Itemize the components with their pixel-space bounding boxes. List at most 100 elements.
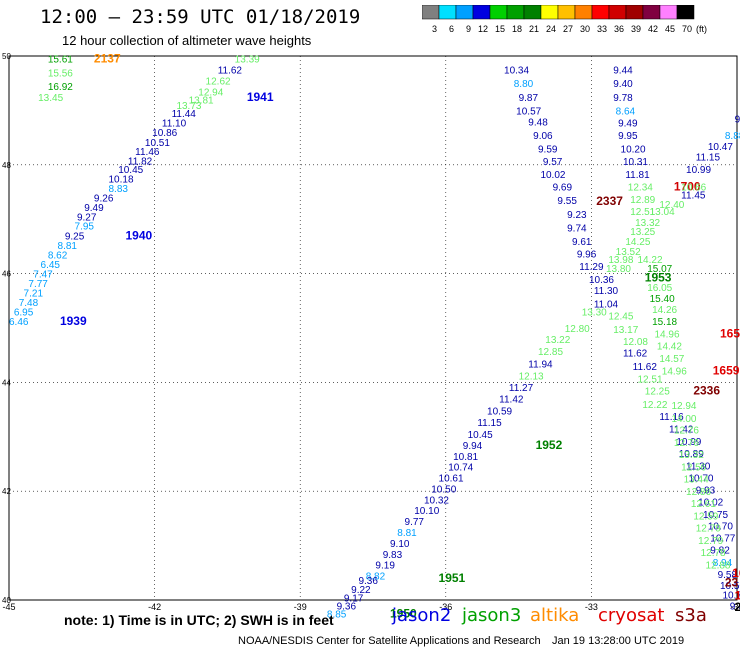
wave-height-label: 9.74 [567,223,587,234]
wave-height-label: 11.42 [499,395,524,406]
wave-height-label: 9.27 [77,212,97,223]
wave-height-label: 12.76 [674,426,699,437]
wave-height-label: 10.66 [681,183,706,194]
wave-height-label: 14.22 [638,255,663,266]
wave-height-label: 9.57 [543,157,563,168]
wave-height-label: 12.22 [642,400,667,411]
wave-height-label: 8.64 [616,106,636,117]
page-subtitle: 12 hour collection of altimeter wave hei… [62,33,312,48]
wave-height-label: 12.56 [681,463,706,474]
wave-height-label: 11.62 [633,362,658,373]
wave-height-label: 13.45 [38,93,63,104]
wave-height-label: 10.59 [487,407,512,418]
wave-height-label: 9.26 [94,193,114,204]
wave-height-label: 7.47 [33,270,53,281]
wave-height-label: 12.51 [638,375,663,386]
wave-height-label: 11.15 [477,418,502,429]
wave-height-label: 10.99 [676,437,701,448]
wave-height-label: 11.04 [594,300,619,311]
wave-height-label: 12.59 [693,512,718,523]
wave-height-label: 9.83 [383,550,403,561]
wave-height-label: 9.77 [405,517,425,528]
wave-height-label: 8.62 [48,251,68,262]
wave-height-label: 9.49 [84,203,104,214]
wave-height-label: 11.30 [686,462,711,473]
wave-height-label: 10.51 [145,138,170,149]
wave-height-label: 14.00 [671,414,696,425]
wave-height-label: 11.62 [623,348,648,359]
pass-time-label: 1941 [247,90,274,104]
wave-height-label: 10.77 [710,533,735,544]
wave-height-label: 11.44 [172,109,197,120]
wave-height-label: 9.95 [618,131,638,142]
wave-height-label: 9. [735,115,740,126]
wave-height-label: 12.89 [630,195,655,206]
wave-height-label: 11.45 [681,191,706,202]
wave-height-label: 9.59 [538,144,558,155]
pass-time-label: 1953 [645,270,672,284]
lat-tick-label: 48 [2,161,11,170]
lat-tick-label: 50 [2,52,11,61]
wave-height-label: 8.83 [108,184,128,195]
wave-height-label: 9.87 [519,93,539,104]
wave-height-label: 12.61 [691,499,716,510]
pass-time-label: 1700 [674,180,701,194]
legend-label-30: 30 [580,24,590,34]
pass-time-label: 1659 [720,326,740,340]
wave-height-label: 9.61 [572,237,592,248]
wave-height-label: 9.82 [710,545,730,556]
wave-height-label: 13.17 [613,325,638,336]
wave-height-label: 12.78 [701,548,726,559]
lon-tick-label: -39 [294,602,307,612]
wave-height-label: 6.95 [14,308,34,319]
wave-height-label: 9.10 [390,539,410,550]
wave-height-label: 10.89 [679,449,704,460]
wave-height-label: 12.51 [630,207,655,218]
wave-height-label: 8.81 [58,241,78,252]
wave-height-label: 10.78 [722,591,740,602]
wave-height-label: 9.48 [528,117,548,128]
wave-height-label: 15.07 [647,264,672,275]
wave-height-label: 10.10 [414,506,439,517]
lon-tick-label: -36 [439,602,452,612]
wave-height-label: 10.36 [589,275,614,286]
pass-time-label: 2137 [94,52,121,66]
wave-height-label: 9.22 [351,585,371,596]
legend-label-21: 21 [529,24,539,34]
wave-height-label: 11.27 [509,383,534,394]
lon-tick-label: -45 [2,602,15,612]
wave-height-label: 11.62 [218,66,243,77]
wave-height-label: 15.40 [650,294,675,305]
wave-height-label: 9.93 [696,486,716,497]
wave-height-label: 10.34 [504,66,529,77]
wave-height-label: 9.23 [567,210,587,221]
wave-height-label: 9.17 [344,593,364,604]
wave-height-label: 10.02 [698,498,723,509]
wave-height-label: 11.81 [625,170,650,181]
wave-height-label: 12.08 [623,337,648,348]
pass-time-label: 1950 [390,607,417,621]
lat-tick-label: 44 [2,378,11,387]
wave-height-label: 11.42 [669,425,694,436]
wave-height-label: 10.61 [439,474,464,485]
wave-height-label: 12.34 [628,183,653,194]
wave-height-label: 9.42 [730,601,740,612]
wave-height-label: 12.13 [519,371,544,382]
wave-height-label: 13.32 [635,218,660,229]
wave-height-label: 6.45 [41,260,61,271]
wave-height-label: 10.74 [448,463,473,474]
wave-height-label: 12.86 [686,487,711,498]
wave-height-label: 11.82 [128,156,153,167]
wave-height-label: 8.82 [366,572,386,583]
legend-swatch-70 [676,5,695,20]
wave-height-label: 13.44 [684,475,709,486]
wave-height-label: 15.56 [48,68,73,79]
wave-height-label: 13.81 [189,96,214,107]
wave-height-label: 10.57 [516,106,541,117]
legend-label-15: 15 [495,24,505,34]
lon-tick-label: -30 [730,602,740,612]
wave-height-label: 10.02 [540,170,565,181]
pass-time-label: 1940 [125,229,152,243]
wave-height-label: 10.31 [623,157,648,168]
